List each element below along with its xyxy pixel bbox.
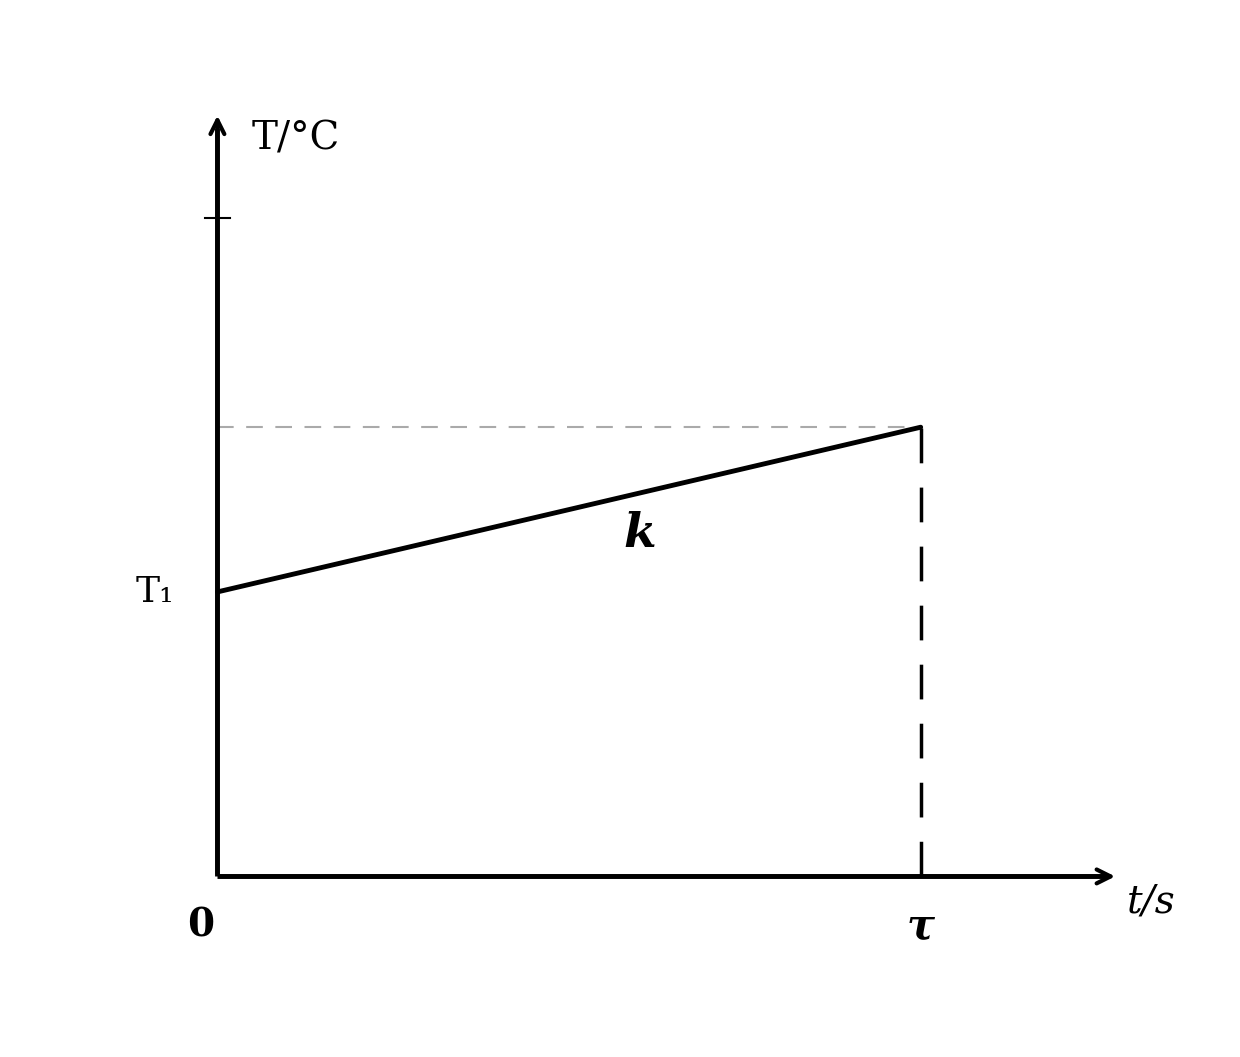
Text: t/s: t/s xyxy=(1126,884,1176,921)
Text: k: k xyxy=(622,512,656,557)
Text: T₁: T₁ xyxy=(136,575,175,609)
Text: 0: 0 xyxy=(187,906,213,944)
Text: τ: τ xyxy=(906,906,935,948)
Text: T/°C: T/°C xyxy=(252,120,340,157)
